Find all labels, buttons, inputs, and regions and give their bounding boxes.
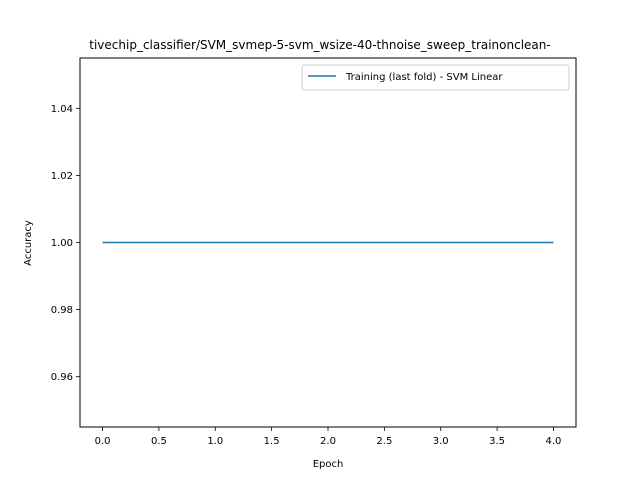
x-tick-label: 4.0 (546, 436, 562, 447)
y-axis-label: Accuracy (23, 220, 34, 266)
x-axis: 0.0 0.5 1.0 1.5 2.0 2.5 3.0 3.5 4.0 (95, 427, 562, 447)
x-tick-label: 3.5 (489, 436, 505, 447)
legend: Training (last fold) - SVM Linear (301, 64, 570, 91)
x-tick-label: 0.5 (151, 436, 167, 447)
x-tick-label: 1.5 (264, 436, 280, 447)
y-tick-label: 0.98 (51, 305, 73, 316)
y-tick-label: 1.02 (51, 171, 73, 182)
x-tick-label: 2.5 (376, 436, 392, 447)
y-tick-label: 1.04 (51, 104, 73, 115)
x-tick-label: 1.0 (207, 436, 223, 447)
y-tick-label: 0.96 (51, 372, 73, 383)
y-axis: 0.96 0.98 1.00 1.02 1.04 (51, 104, 80, 383)
legend-box (301, 64, 570, 91)
legend-label: Training (last fold) - SVM Linear (345, 72, 503, 83)
x-axis-label: Epoch (313, 459, 344, 470)
x-tick-label: 0.0 (95, 436, 111, 447)
x-tick-label: 2.0 (320, 436, 336, 447)
x-tick-label: 3.0 (433, 436, 449, 447)
y-tick-label: 1.00 (51, 238, 73, 249)
chart-title: tivechip_classifier/SVM_svmep-5-svm_wsiz… (89, 38, 550, 52)
